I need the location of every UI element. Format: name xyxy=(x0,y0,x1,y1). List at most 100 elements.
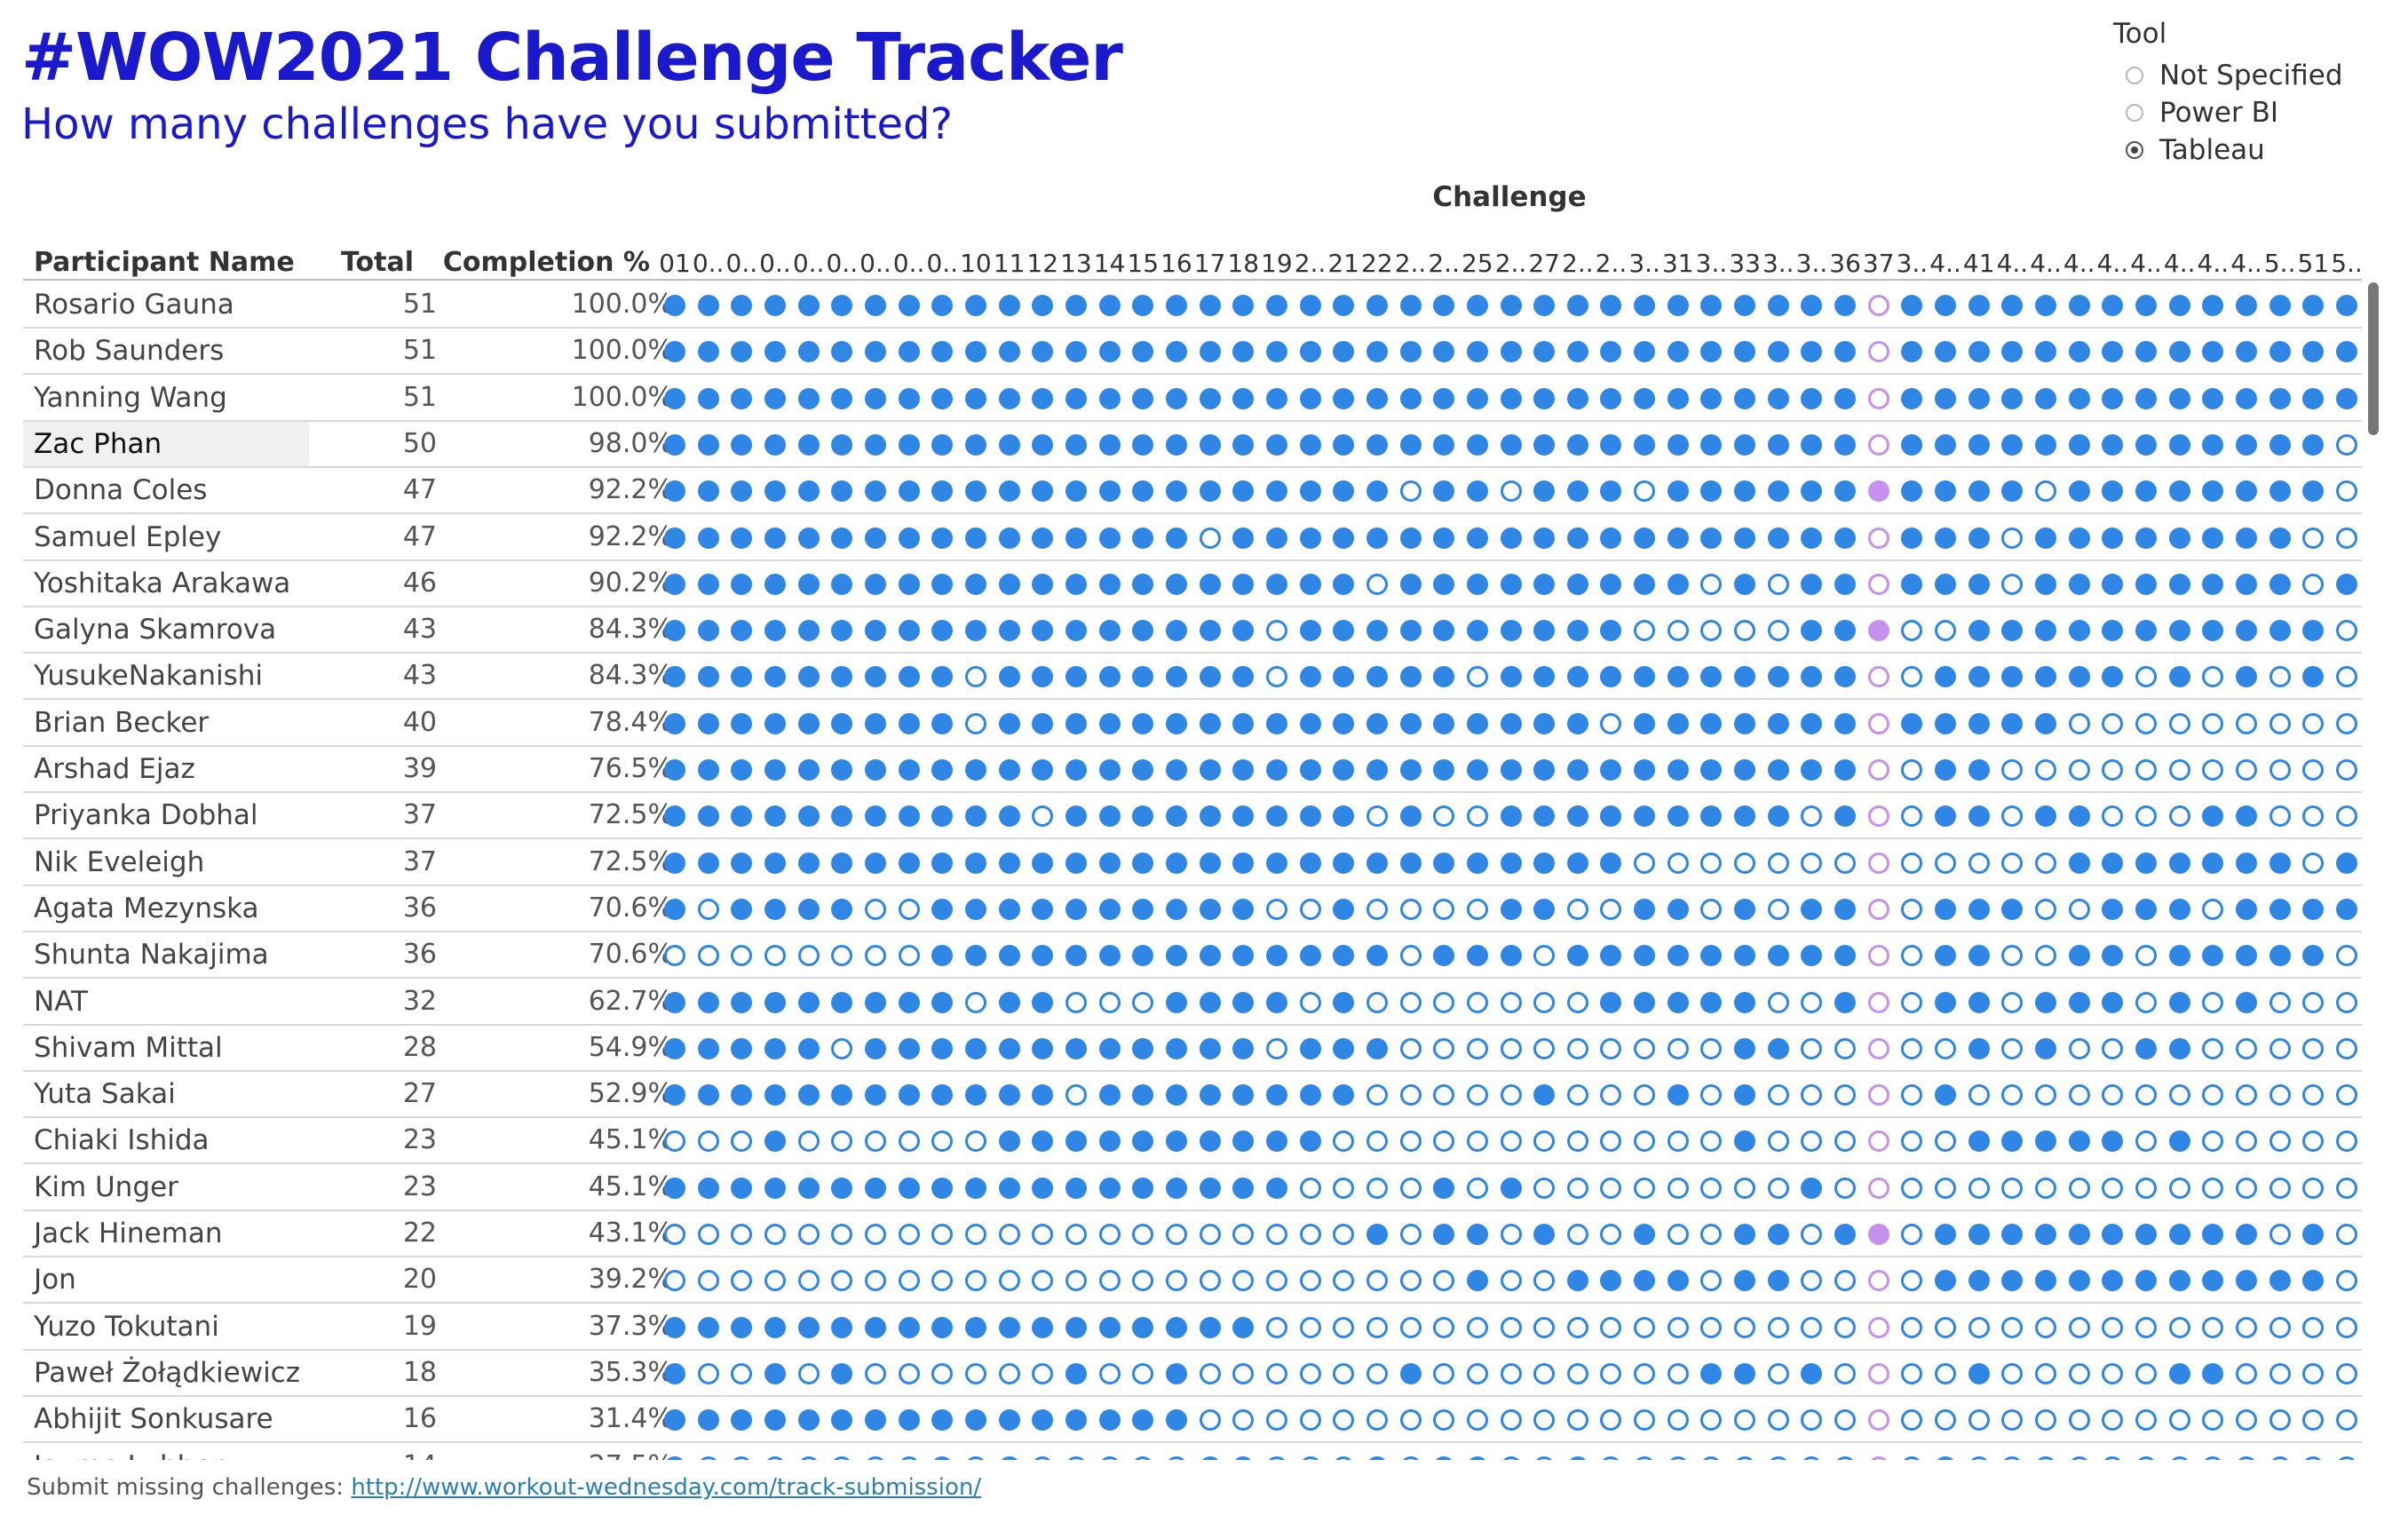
submitted-dot[interactable] xyxy=(2035,433,2057,456)
missing-dot[interactable] xyxy=(1533,945,1556,967)
submitted-dot[interactable] xyxy=(1299,1037,1321,1059)
submitted-dot[interactable] xyxy=(1132,573,1154,595)
missing-dot[interactable] xyxy=(1500,1037,1522,1059)
submitted-dot[interactable] xyxy=(2168,852,2190,874)
submitted-dot[interactable] xyxy=(2001,433,2024,456)
submitted-dot[interactable] xyxy=(1935,1456,1957,1460)
submitted-dot[interactable] xyxy=(2035,991,2057,1013)
submitted-dot[interactable] xyxy=(1165,387,1187,409)
missing-dot[interactable] xyxy=(898,898,920,920)
missing-dot[interactable] xyxy=(2336,945,2357,967)
submitted-dot[interactable] xyxy=(1901,387,1923,409)
missing-dot[interactable] xyxy=(2336,620,2357,642)
submitted-dot[interactable] xyxy=(2202,1362,2224,1384)
submitted-dot[interactable] xyxy=(1566,712,1588,734)
submitted-dot[interactable] xyxy=(1667,991,1689,1013)
table-row[interactable]: Arshad Ejaz 39 76.5% xyxy=(23,747,2362,793)
submitted-dot[interactable] xyxy=(731,387,753,409)
submitted-dot[interactable] xyxy=(1667,759,1689,781)
submitted-dot[interactable] xyxy=(831,852,853,874)
missing-dot[interactable] xyxy=(1466,805,1488,828)
submitted-dot[interactable] xyxy=(1232,1316,1255,1338)
missing-dot[interactable] xyxy=(731,1456,753,1460)
submitted-dot[interactable] xyxy=(797,759,820,781)
submitted-dot[interactable] xyxy=(2202,387,2224,409)
submitted-dot[interactable] xyxy=(1333,573,1355,595)
missing-dot[interactable] xyxy=(1734,1316,1756,1338)
submitted-dot[interactable] xyxy=(1399,666,1422,688)
submitted-dot[interactable] xyxy=(1366,1456,1388,1460)
submitted-dot[interactable] xyxy=(998,1130,1020,1153)
missing-dot[interactable] xyxy=(1433,898,1455,920)
tool-option-tableau[interactable]: Tableau xyxy=(2126,131,2343,169)
submitted-dot[interactable] xyxy=(2001,480,2024,503)
submitted-dot[interactable] xyxy=(831,666,853,688)
missing-dot[interactable] xyxy=(697,1456,719,1460)
submitted-dot[interactable] xyxy=(2269,852,2291,874)
table-row[interactable]: Kim Unger 23 45.1% xyxy=(23,1165,2362,1211)
missing-dot[interactable] xyxy=(2236,1456,2258,1460)
submitted-dot[interactable] xyxy=(1935,295,1957,316)
submitted-dot[interactable] xyxy=(2202,1270,2224,1292)
missing-dot[interactable] xyxy=(964,991,986,1013)
submitted-dot[interactable] xyxy=(1533,341,1556,363)
submitted-dot[interactable] xyxy=(898,1316,920,1338)
submitted-dot[interactable] xyxy=(1834,480,1857,503)
missing-dot[interactable] xyxy=(1366,1270,1388,1292)
submitted-dot[interactable] xyxy=(1199,898,1221,920)
submitted-dot[interactable] xyxy=(1533,527,1556,549)
submitted-dot[interactable] xyxy=(1333,387,1355,409)
submitted-dot[interactable] xyxy=(1734,433,1756,456)
submitted-dot[interactable] xyxy=(1299,712,1321,734)
submitted-dot[interactable] xyxy=(797,433,820,456)
missing-dot[interactable] xyxy=(1867,945,1889,967)
participant-name[interactable]: Donna Coles xyxy=(34,474,208,507)
submitted-dot[interactable] xyxy=(1433,1224,1455,1245)
submitted-dot[interactable] xyxy=(1032,527,1054,549)
submitted-dot[interactable] xyxy=(898,1177,920,1199)
submitted-dot[interactable] xyxy=(1566,759,1588,781)
missing-dot[interactable] xyxy=(1433,1270,1455,1292)
submitted-dot[interactable] xyxy=(1299,573,1321,595)
submitted-dot[interactable] xyxy=(1065,1130,1087,1153)
submitted-dot[interactable] xyxy=(1935,991,1957,1013)
missing-dot[interactable] xyxy=(2269,712,2291,734)
submitted-dot[interactable] xyxy=(1165,1037,1187,1059)
submitted-dot[interactable] xyxy=(2302,945,2325,967)
submitted-dot[interactable] xyxy=(2302,387,2325,409)
missing-dot[interactable] xyxy=(2202,666,2224,688)
submitted-dot[interactable] xyxy=(1935,712,1957,734)
missing-dot[interactable] xyxy=(1399,1037,1422,1059)
missing-dot[interactable] xyxy=(1901,1270,1923,1292)
submitted-dot[interactable] xyxy=(764,1130,786,1153)
submitted-dot[interactable] xyxy=(1500,1177,1522,1199)
missing-dot[interactable] xyxy=(2001,852,2024,874)
submitted-dot[interactable] xyxy=(1366,295,1388,316)
missing-dot[interactable] xyxy=(1333,1362,1355,1384)
submitted-dot[interactable] xyxy=(1667,527,1689,549)
submitted-dot[interactable] xyxy=(864,387,886,409)
submitted-dot[interactable] xyxy=(1834,759,1857,781)
submitted-dot[interactable] xyxy=(1098,666,1121,688)
table-row[interactable]: Jayme Lubben1427.5% xyxy=(23,1444,2362,1460)
missing-dot[interactable] xyxy=(1299,1362,1321,1384)
submitted-dot[interactable] xyxy=(697,805,719,828)
submitted-dot[interactable] xyxy=(1600,433,1622,456)
submitted-dot[interactable] xyxy=(797,1409,820,1432)
missing-dot[interactable] xyxy=(898,1224,920,1245)
submitted-dot[interactable] xyxy=(1634,759,1656,781)
missing-dot[interactable] xyxy=(1867,1362,1889,1384)
missing-dot[interactable] xyxy=(1500,1456,1522,1460)
missing-dot[interactable] xyxy=(731,1224,753,1245)
missing-dot[interactable] xyxy=(1433,805,1455,828)
table-row[interactable]: Yuta Sakai 27 52.9% xyxy=(23,1072,2362,1119)
missing-dot[interactable] xyxy=(1265,1316,1287,1338)
submitted-dot[interactable] xyxy=(864,480,886,503)
missing-dot[interactable] xyxy=(664,1270,685,1292)
missing-dot[interactable] xyxy=(1165,1456,1187,1460)
submitted-dot[interactable] xyxy=(1265,759,1287,781)
submitted-dot[interactable] xyxy=(1333,1037,1355,1059)
submitted-dot[interactable] xyxy=(2236,991,2258,1013)
submitted-dot[interactable] xyxy=(1199,295,1221,316)
missing-dot[interactable] xyxy=(1600,1084,1622,1107)
